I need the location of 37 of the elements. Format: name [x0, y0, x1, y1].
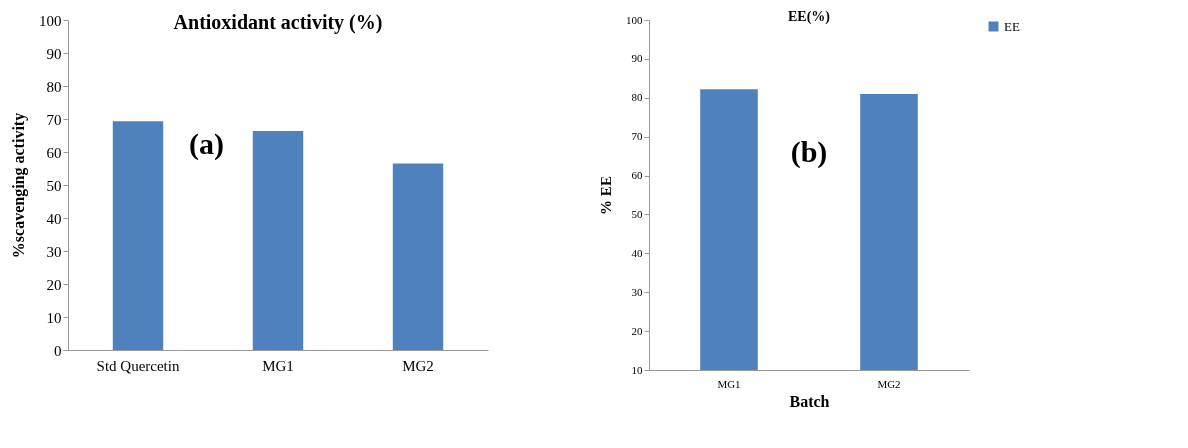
- y-tick-label: 100: [626, 13, 643, 26]
- bar: [252, 130, 304, 350]
- y-tick-label: 50: [46, 177, 62, 194]
- y-axis-title: % EE: [598, 176, 614, 215]
- bar: [392, 163, 444, 350]
- annotation: (b): [790, 135, 828, 169]
- x-axis-title: Batch: [789, 392, 830, 410]
- legend-label: EE: [1004, 18, 1020, 34]
- x-tick-label: MG2: [877, 377, 901, 390]
- chart-title: Antioxidant activity (%): [173, 11, 383, 34]
- y-tick-label: 90: [46, 45, 62, 62]
- y-tick-label: 80: [46, 78, 62, 95]
- y-axis-title: %scavenging activity: [10, 112, 28, 259]
- annotation: (a): [189, 127, 225, 162]
- x-tick-label: MG1: [717, 377, 741, 390]
- y-tick-label: 60: [631, 169, 643, 182]
- y-tick-label: 60: [46, 144, 62, 161]
- y-tick-label: 10: [631, 363, 643, 376]
- x-tick-label: MG1: [262, 357, 294, 374]
- y-tick-label: 100: [39, 12, 62, 29]
- y-tick-label: 70: [46, 111, 62, 128]
- y-tick-label: 30: [46, 243, 62, 260]
- y-tick-label: 20: [46, 276, 62, 293]
- y-tick-label: 20: [631, 324, 643, 337]
- y-tick-label: 80: [631, 91, 643, 104]
- bar: [112, 121, 164, 350]
- y-tick-label: 10: [46, 309, 62, 326]
- x-tick-label: MG2: [402, 357, 434, 374]
- y-tick-label: 90: [631, 52, 643, 65]
- chart-title: EE(%): [788, 9, 831, 25]
- y-tick-label: 0: [54, 342, 62, 359]
- x-tick-label: Std Quercetin: [96, 357, 180, 374]
- y-tick-label: 30: [631, 285, 643, 298]
- y-tick-label: 40: [631, 246, 643, 259]
- y-tick-label: 40: [46, 210, 62, 227]
- y-tick-label: 70: [631, 130, 643, 143]
- y-tick-label: 50: [631, 207, 643, 220]
